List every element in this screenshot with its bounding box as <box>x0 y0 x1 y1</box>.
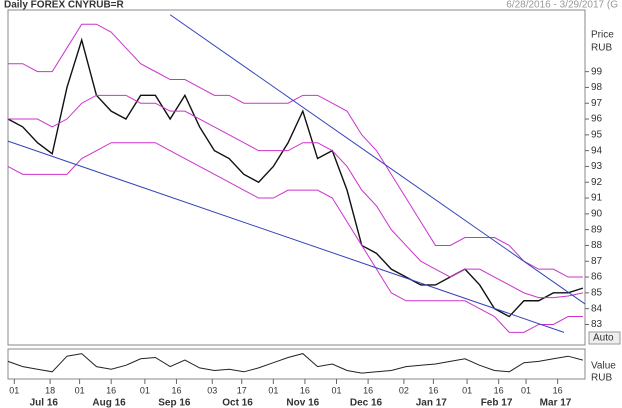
y-axis-unit: RUB <box>591 43 612 54</box>
y-tick-label: 94 <box>591 145 603 156</box>
x-tick-label: 01 <box>75 385 85 395</box>
auto-button-label[interactable]: Auto <box>593 333 614 344</box>
lower-panel-label: Value <box>591 361 616 372</box>
x-tick-label: 16 <box>106 385 116 395</box>
x-tick-label: 01 <box>521 385 531 395</box>
band-line <box>8 23 583 278</box>
x-tick-label: 17 <box>237 385 247 395</box>
x-tick-label: 02 <box>399 385 409 395</box>
y-tick-label: 87 <box>591 256 603 267</box>
x-tick-label: 01 <box>332 385 342 395</box>
x-tick-label: 16 <box>363 385 373 395</box>
oscillator-line <box>7 353 584 374</box>
y-tick-label: 93 <box>591 161 603 172</box>
y-tick-label: 92 <box>591 177 603 188</box>
date-range: 6/28/2016 - 3/29/2017 (G <box>506 0 618 11</box>
x-tick-label: 16 <box>553 385 563 395</box>
month-label: Aug 16 <box>92 398 126 408</box>
band-line <box>8 94 583 299</box>
trend-line <box>169 14 586 305</box>
month-label: Feb 17 <box>481 398 513 408</box>
x-tick-label: 01 <box>268 385 278 395</box>
y-tick-label: 86 <box>591 272 603 283</box>
x-tick-label: 01 <box>462 385 472 395</box>
x-tick-label: 16 <box>428 385 438 395</box>
x-tick-label: 01 <box>9 385 19 395</box>
x-tick-label: 16 <box>171 385 181 395</box>
y-tick-label: 97 <box>591 98 603 109</box>
month-label: Jul 16 <box>30 398 59 408</box>
auto-button[interactable] <box>588 331 621 345</box>
lower-panel-unit: RUB <box>591 373 612 384</box>
band-line <box>7 142 583 333</box>
y-tick-label: 96 <box>591 114 603 125</box>
y-tick-label: 88 <box>591 240 603 251</box>
chart-title: Daily FOREX CNYRUB=R <box>4 0 125 11</box>
month-label: Mar 17 <box>540 398 572 408</box>
x-tick-label: 18 <box>45 385 55 395</box>
y-tick-label: 84 <box>591 303 603 314</box>
y-tick-label: 98 <box>591 82 603 93</box>
y-tick-label: 95 <box>591 129 603 140</box>
x-tick-label: 01 <box>140 385 150 395</box>
lower-panel-frame <box>7 348 586 380</box>
y-tick-label: 85 <box>591 287 603 298</box>
y-tick-label: 90 <box>591 208 603 219</box>
y-tick-label: 91 <box>591 193 603 204</box>
plot-frame <box>7 9 586 346</box>
month-label: Nov 16 <box>286 398 319 408</box>
x-tick-label: 16 <box>300 385 310 395</box>
trend-line <box>7 140 565 333</box>
month-label: Dec 16 <box>350 398 383 408</box>
y-tick-label: 89 <box>591 224 603 235</box>
y-axis-label: Price <box>591 30 614 41</box>
month-label: Jan 17 <box>416 398 448 408</box>
month-label: Sep 16 <box>158 398 191 408</box>
y-tick-label: 99 <box>591 66 603 77</box>
x-tick-label: 03 <box>207 385 217 395</box>
price-line <box>7 37 584 318</box>
y-tick-label: 83 <box>591 319 603 330</box>
x-tick-label: 16 <box>494 385 504 395</box>
month-label: Oct 16 <box>222 398 253 408</box>
